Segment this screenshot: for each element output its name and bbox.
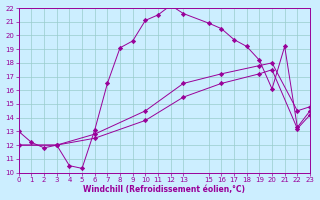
X-axis label: Windchill (Refroidissement éolien,°C): Windchill (Refroidissement éolien,°C) [84, 185, 245, 194]
